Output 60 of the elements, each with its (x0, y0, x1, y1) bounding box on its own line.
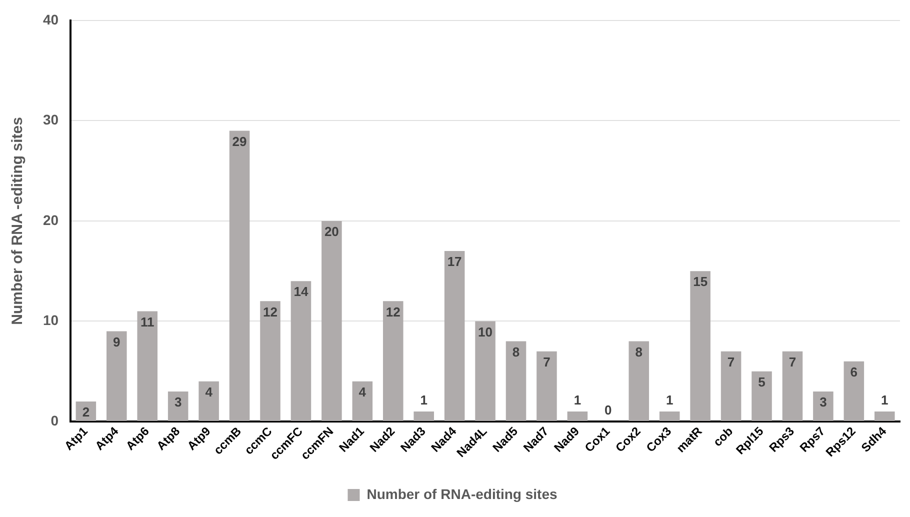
data-label: 1 (666, 392, 674, 408)
x-tick-label: cob (710, 424, 736, 450)
data-label: 4 (205, 384, 214, 400)
data-label: 8 (635, 344, 642, 360)
bar (229, 130, 250, 422)
data-label: 1 (881, 392, 888, 408)
y-tick-label: 40 (42, 11, 59, 28)
data-label: 10 (478, 324, 493, 340)
bar (813, 391, 834, 422)
y-tick-label: 10 (42, 312, 59, 328)
legend-label: Number of RNA-editing sites (366, 486, 558, 502)
bar (352, 381, 373, 422)
y-axis-title: Number of RNA -editing sites (9, 117, 26, 325)
bar (322, 220, 342, 422)
bar (444, 251, 465, 422)
data-label: 2 (82, 404, 90, 420)
bar (475, 321, 496, 422)
y-tick-label: 30 (42, 112, 59, 128)
data-label: 5 (758, 374, 766, 390)
bar (506, 341, 526, 422)
bar (198, 381, 219, 422)
bar (659, 411, 680, 422)
bar (260, 301, 280, 422)
data-label: 9 (113, 334, 120, 350)
bar (106, 331, 127, 422)
data-label: 0 (604, 402, 612, 418)
bar (382, 301, 404, 422)
y-tick-label: 0 (50, 412, 59, 428)
data-label: 1 (574, 392, 582, 408)
data-label: 14 (294, 284, 309, 300)
bar (720, 351, 742, 422)
bar (782, 351, 803, 422)
data-label: 3 (174, 394, 182, 410)
data-label: 12 (386, 304, 400, 320)
data-label: 7 (543, 354, 550, 370)
bar (874, 411, 895, 422)
bar (752, 371, 772, 422)
bar (137, 311, 158, 422)
bar (844, 361, 864, 422)
data-label: 15 (693, 274, 708, 290)
data-label: 3 (820, 394, 827, 410)
data-label: 17 (447, 254, 462, 270)
y-tick-label: 20 (42, 212, 59, 228)
bar (536, 351, 557, 422)
data-label: 12 (263, 304, 278, 320)
bar (690, 271, 710, 422)
data-label: 7 (788, 354, 796, 370)
data-label: 11 (140, 314, 154, 330)
data-label: 6 (850, 364, 858, 380)
bar (168, 391, 188, 422)
data-label: 29 (232, 134, 247, 149)
data-label: 7 (727, 354, 735, 370)
bar (290, 281, 312, 422)
data-label: 4 (358, 384, 367, 400)
data-label: 1 (420, 392, 428, 408)
bar (567, 411, 588, 422)
bar (414, 411, 434, 422)
data-label: 8 (512, 344, 520, 360)
data-label: 20 (324, 224, 339, 240)
bar (628, 341, 650, 422)
